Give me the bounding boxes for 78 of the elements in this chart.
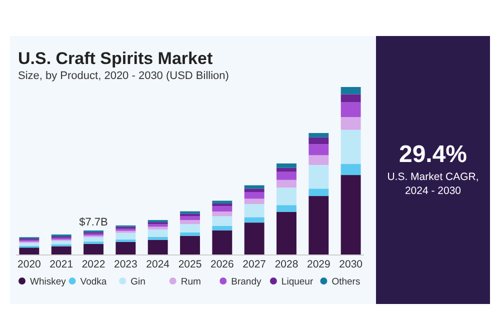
bar xyxy=(84,244,104,255)
bar xyxy=(212,211,232,216)
bar xyxy=(308,144,329,156)
bar xyxy=(244,185,264,189)
bar xyxy=(340,102,361,118)
annotation: $7.7B xyxy=(79,216,108,228)
bar xyxy=(212,226,232,230)
x-tick-label: 2030 xyxy=(339,258,363,270)
chart-subtitle: Size, by Product, 2020 - 2030 (USD Billion) xyxy=(18,70,229,82)
bar xyxy=(308,133,329,138)
bar xyxy=(148,240,168,255)
bar xyxy=(180,220,200,224)
x-tick-label: 2027 xyxy=(242,258,266,270)
bar xyxy=(340,94,361,102)
bar xyxy=(148,224,168,227)
bar xyxy=(340,87,361,94)
bar xyxy=(276,163,296,168)
bar xyxy=(340,175,361,255)
bar xyxy=(276,205,296,212)
x-tick-label: 2024 xyxy=(146,258,170,270)
x-tick-label: 2026 xyxy=(210,258,234,270)
bar xyxy=(180,232,200,236)
bar xyxy=(212,203,232,206)
bar xyxy=(308,155,329,165)
bar xyxy=(308,137,329,144)
legend-label: Gin xyxy=(130,276,146,288)
bar xyxy=(116,242,136,255)
legend-label: Liqueur xyxy=(281,276,314,288)
bar xyxy=(340,164,361,176)
bar xyxy=(340,130,361,164)
bar xyxy=(180,236,200,255)
bar xyxy=(180,214,200,216)
bar xyxy=(19,248,40,255)
bar xyxy=(276,168,296,172)
x-tick-label: 2023 xyxy=(114,258,138,270)
bar xyxy=(212,216,232,226)
bar xyxy=(116,232,136,240)
legend-label: Brandy xyxy=(231,276,262,288)
text: U.S. Market CAGR, 2024 - 2030 xyxy=(387,171,479,197)
bar xyxy=(276,180,296,188)
bar xyxy=(212,206,232,212)
bar xyxy=(244,198,264,204)
bar xyxy=(212,200,232,204)
bar xyxy=(51,240,72,244)
bar xyxy=(276,212,296,255)
bar xyxy=(276,172,296,180)
bar xyxy=(340,117,361,130)
legend-label: Rum xyxy=(180,276,201,288)
bar xyxy=(148,236,168,240)
bar xyxy=(244,222,264,255)
text: 29.4% xyxy=(398,141,468,168)
bar xyxy=(276,188,296,206)
bar xyxy=(244,192,264,199)
bar xyxy=(180,224,200,232)
chart-title: U.S. Craft Spirits Market xyxy=(18,49,213,68)
bar xyxy=(244,217,264,223)
legend-label: Others xyxy=(332,276,360,288)
bar xyxy=(84,233,104,236)
bar xyxy=(148,229,168,237)
x-tick-label: 2021 xyxy=(50,258,74,270)
bar xyxy=(19,242,40,246)
bar xyxy=(212,230,232,255)
bar xyxy=(244,204,264,218)
x-tick-label: 2025 xyxy=(178,258,202,270)
bar xyxy=(308,196,329,255)
bar xyxy=(148,226,168,230)
bar xyxy=(84,237,104,242)
bar xyxy=(180,216,200,220)
bar xyxy=(308,164,329,189)
bar xyxy=(308,188,329,196)
x-tick-label: 2029 xyxy=(306,258,330,270)
legend-label: Vodka xyxy=(80,276,108,288)
bar xyxy=(244,188,264,192)
legend-label: Whiskey xyxy=(30,276,66,288)
x-tick-label: 2020 xyxy=(18,258,42,270)
x-tick-label: 2028 xyxy=(274,258,298,270)
x-tick-label: 2022 xyxy=(82,258,106,270)
bar xyxy=(51,246,72,255)
